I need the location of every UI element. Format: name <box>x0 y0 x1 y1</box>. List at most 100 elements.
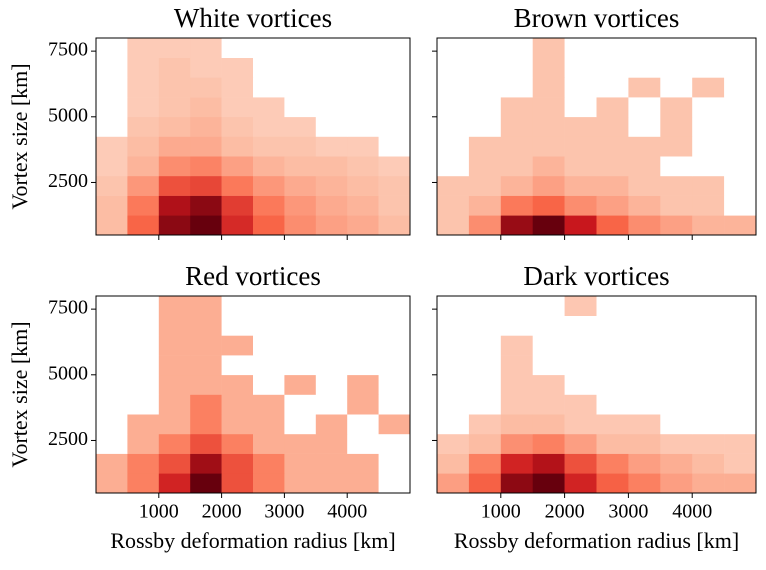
cell <box>347 215 379 236</box>
cell <box>221 355 254 376</box>
cell <box>158 473 191 494</box>
cell <box>564 296 597 316</box>
cell <box>221 296 254 316</box>
cell <box>347 414 379 435</box>
cell <box>628 473 661 494</box>
cell <box>596 394 629 415</box>
cell <box>437 374 470 395</box>
cell <box>190 175 222 196</box>
cell <box>378 77 411 98</box>
cell <box>692 195 725 216</box>
cell <box>500 453 533 474</box>
cell <box>96 374 128 395</box>
cell <box>315 433 348 454</box>
cell <box>564 136 597 157</box>
cell <box>532 315 565 336</box>
cell <box>221 433 254 454</box>
cell <box>315 374 348 395</box>
cell <box>628 116 661 137</box>
cell <box>96 215 128 236</box>
cell <box>378 215 411 236</box>
cell <box>347 394 379 415</box>
cell <box>468 414 502 435</box>
cell <box>532 414 565 435</box>
cell <box>96 57 128 78</box>
cell <box>532 374 565 395</box>
cell <box>724 433 757 454</box>
cell <box>532 195 565 216</box>
axes-frame <box>95 295 411 494</box>
cell <box>532 296 565 316</box>
cell <box>253 97 285 118</box>
cell <box>378 156 411 177</box>
cell <box>596 97 629 118</box>
cell <box>347 433 379 454</box>
cell <box>253 433 285 454</box>
cell <box>158 77 191 98</box>
cell <box>596 57 629 78</box>
cell <box>628 57 661 78</box>
cell <box>724 136 757 157</box>
cell <box>253 38 285 58</box>
cell <box>692 453 725 474</box>
cell <box>437 97 470 118</box>
cell <box>315 315 348 336</box>
y-axis-label: Vortex size [km] <box>7 321 32 467</box>
cell <box>596 38 629 58</box>
cell <box>378 374 411 395</box>
cell <box>221 136 254 157</box>
cell <box>253 136 285 157</box>
cell <box>660 116 693 137</box>
x-tick-label: 2000 <box>202 501 242 523</box>
cell <box>315 453 348 474</box>
x-tick-label: 3000 <box>608 501 648 523</box>
cell <box>724 116 757 137</box>
cell <box>221 374 254 395</box>
cell <box>628 355 661 376</box>
cell <box>596 195 629 216</box>
cell <box>190 394 222 415</box>
cell <box>284 473 317 494</box>
axes-frame <box>436 37 757 236</box>
cell <box>158 156 191 177</box>
cell <box>347 175 379 196</box>
cell <box>724 315 757 336</box>
cell <box>724 355 757 376</box>
cell <box>532 433 565 454</box>
cell <box>596 136 629 157</box>
cell <box>315 57 348 78</box>
cell <box>500 156 533 177</box>
cell <box>190 374 222 395</box>
cell <box>724 77 757 98</box>
cell <box>315 296 348 316</box>
cell <box>628 195 661 216</box>
cell <box>532 355 565 376</box>
panel-title: Red vortices <box>185 261 321 291</box>
cell <box>724 414 757 435</box>
cell <box>378 116 411 137</box>
y-tick-label: 2500 <box>48 170 88 192</box>
cell <box>596 453 629 474</box>
cell <box>221 315 254 336</box>
cell <box>190 38 222 58</box>
cell <box>660 374 693 395</box>
cell <box>660 38 693 58</box>
cell <box>284 394 317 415</box>
cell <box>628 315 661 336</box>
cell <box>284 195 317 216</box>
cell <box>253 215 285 236</box>
cell <box>468 97 502 118</box>
cell <box>437 175 470 196</box>
cell <box>468 394 502 415</box>
cell <box>378 296 411 316</box>
cell <box>532 116 565 137</box>
cell <box>190 315 222 336</box>
cell <box>221 38 254 58</box>
cell <box>284 97 317 118</box>
cell <box>315 335 348 356</box>
x-tick-label: 1000 <box>139 501 179 523</box>
cell <box>347 296 379 316</box>
cell <box>190 156 222 177</box>
cell <box>596 414 629 435</box>
cell <box>724 175 757 196</box>
